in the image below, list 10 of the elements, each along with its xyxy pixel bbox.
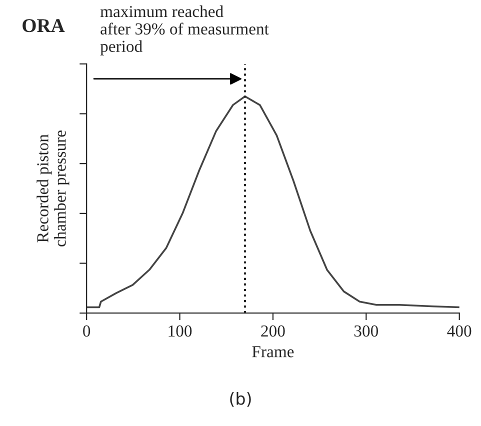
x-axis-title: Frame <box>252 346 294 358</box>
chart-title: ORA <box>22 19 65 32</box>
text: (b) <box>230 392 251 407</box>
x-tick-label: 300 <box>354 325 378 337</box>
x-tick-label: 400 <box>447 325 472 337</box>
y-axis-title: Recorded piston chamber pressure <box>36 130 70 246</box>
x-tick-label: 200 <box>261 325 285 337</box>
x-tick-label: 100 <box>168 325 192 337</box>
ref-line-label: maximum reached after 39% of measurment period <box>100 5 269 56</box>
x-tick-label: 0 <box>83 325 90 337</box>
